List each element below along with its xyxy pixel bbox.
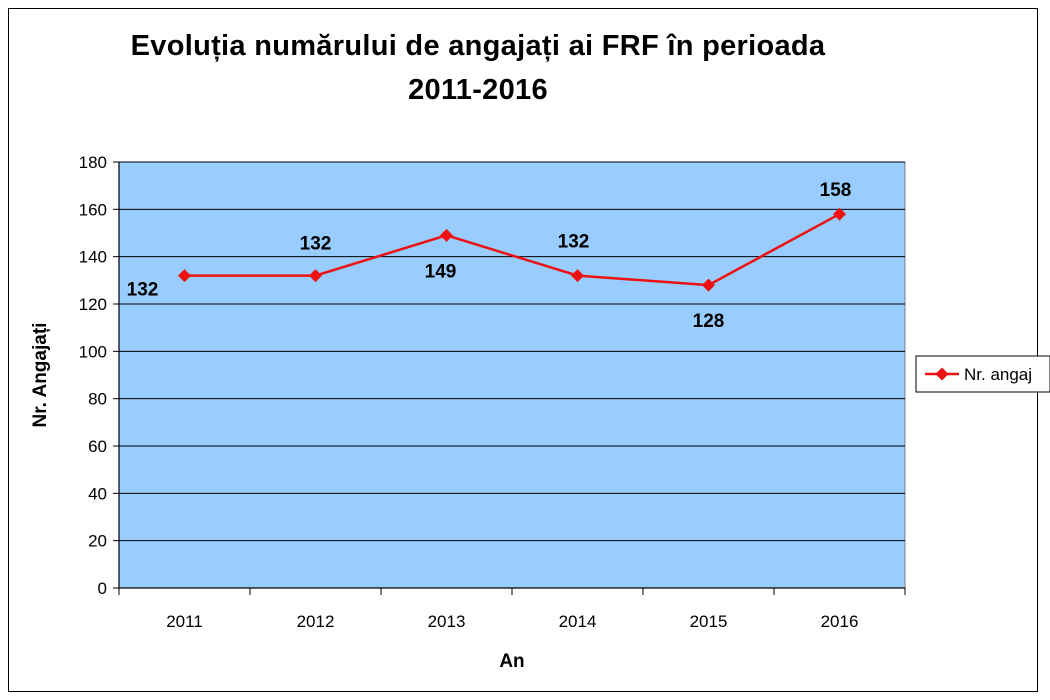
y-axis-label: Nr. Angajați (30, 323, 51, 428)
y-tick-label-0: 0 (98, 579, 107, 598)
y-tick-label-20: 20 (88, 532, 107, 551)
series-group (178, 207, 846, 292)
x-tick-label-2014: 2014 (559, 612, 597, 631)
y-tick-label-120: 120 (79, 295, 107, 314)
x-tick-label-2013: 2013 (428, 612, 466, 631)
data-point-2015 (702, 278, 715, 292)
x-tick-label-2012: 2012 (297, 612, 335, 631)
legend-label: Nr. angaj (964, 365, 1032, 384)
y-tick-labels: 0 20 40 60 80 100 120 140 160 180 (79, 153, 107, 598)
legend-marker (935, 367, 949, 381)
x-tick-label-2016: 2016 (821, 612, 859, 631)
data-point-2013 (440, 228, 453, 242)
y-tick-label-40: 40 (88, 484, 107, 503)
chart-title-line1: Evoluția numărului de angajați ai FRF în… (130, 30, 826, 62)
series-line (184, 212, 841, 287)
chart-title-line2: 2011-2016 (408, 74, 548, 106)
data-point-2012 (309, 269, 322, 283)
data-label-2013: 149 (425, 261, 457, 282)
axes (118, 162, 906, 595)
y-tick-label-60: 60 (88, 437, 107, 456)
y-tick-label-80: 80 (88, 390, 107, 409)
data-label-2011: 132 (127, 280, 159, 301)
y-tick-label-140: 140 (79, 248, 107, 267)
data-label-2016: 158 (820, 180, 852, 201)
y-tick-label-100: 100 (79, 342, 107, 361)
x-tick-label-2011: 2011 (166, 612, 203, 631)
x-axis-label: An (499, 651, 524, 672)
data-point-2011 (178, 269, 191, 283)
y-tick-label-180: 180 (79, 153, 107, 172)
data-point-2014 (571, 269, 584, 283)
y-tick-label-160: 160 (79, 200, 107, 219)
gridlines (113, 161, 905, 589)
data-label-2014: 132 (558, 232, 590, 253)
data-labels: 132 132 149 132 128 158 (127, 180, 852, 332)
x-tick-labels: 2011 2012 2013 2014 2015 2016 (166, 612, 858, 631)
data-label-2012: 132 (300, 234, 332, 255)
legend: Nr. angaj (915, 355, 1050, 393)
x-tick-label-2015: 2015 (690, 612, 728, 631)
plot-area (118, 161, 906, 589)
data-point-2016 (833, 207, 846, 221)
data-label-2015: 128 (693, 311, 725, 332)
